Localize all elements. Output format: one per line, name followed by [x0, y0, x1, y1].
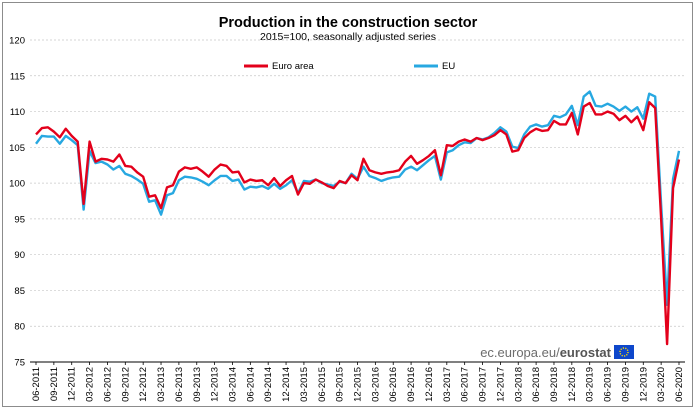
x-tick-label: 03-2020 [656, 367, 667, 402]
legend: Euro area EU [244, 61, 455, 72]
y-tick-label: 115 [10, 71, 25, 82]
grid [30, 39, 685, 363]
x-tick-label: 12-2015 [353, 367, 364, 402]
series-line-euro-area [35, 101, 681, 346]
x-tick-label: 12-2016 [424, 367, 435, 402]
x-tick-label: 03-2016 [370, 367, 381, 402]
x-tick-label: 03-2012 [85, 367, 96, 402]
y-axis-ticks: 75 80 85 90 95 100 105 110 115 120 [9, 36, 25, 369]
x-tick-label: 06-2016 [388, 367, 399, 402]
x-tick-label: 06-2012 [102, 367, 113, 402]
source-text: ec.europa.eu/eurostat [480, 345, 611, 360]
x-tick-label: 06-2019 [603, 367, 614, 402]
series-lines [35, 90, 681, 346]
x-tick-label: 06-2015 [317, 367, 328, 402]
y-tick-label: 110 [10, 107, 25, 118]
x-tick-label: 12-2011 [67, 367, 78, 401]
x-tick-label: 03-2013 [156, 367, 167, 402]
x-tick-label: 03-2018 [513, 367, 524, 402]
x-tick-label: 06-2014 [245, 367, 256, 402]
x-tick-label: 06-2013 [174, 367, 185, 402]
x-tick-label: 09-2018 [549, 367, 560, 402]
legend-label-eu: EU [442, 61, 455, 72]
x-tick-label: 12-2018 [567, 367, 578, 402]
x-tick-label: 03-2017 [442, 367, 453, 402]
x-tick-label: 12-2019 [638, 367, 649, 402]
source-prefix: ec.europa.eu/ [480, 345, 560, 360]
x-tick-label: 06-2017 [460, 367, 471, 402]
series-line-eu [35, 90, 681, 306]
y-tick-label: 95 [14, 214, 25, 225]
y-tick-label: 100 [9, 179, 25, 190]
x-tick-label: 09-2011 [49, 367, 60, 401]
x-tick-label: 09-2014 [263, 367, 274, 402]
x-tick-label: 09-2019 [620, 367, 631, 402]
y-tick-label: 105 [9, 143, 25, 154]
chart-title: Production in the construction sector [219, 15, 478, 31]
x-tick-label: 03-2015 [299, 367, 310, 402]
x-tick-label: 03-2014 [227, 367, 238, 402]
source-credit: ec.europa.eu/eurostat [480, 345, 634, 360]
chart-subtitle: 2015=100, seasonally adjusted series [260, 31, 436, 43]
legend-label-euro-area: Euro area [272, 61, 314, 72]
source-brand: eurostat [560, 345, 612, 360]
x-tick-label: 09-2015 [335, 367, 346, 402]
y-tick-label: 85 [14, 286, 25, 297]
chart-frame [2, 2, 693, 407]
x-tick-label: 09-2017 [478, 367, 489, 402]
x-axis-ticks: 06-2011 09-2011 12-2011 03-2012 06-2012 09-20… [31, 362, 685, 402]
x-tick-label: 03-2019 [585, 367, 596, 402]
x-tick-label: 06-2020 [674, 367, 685, 402]
y-tick-label: 80 [14, 322, 25, 333]
x-tick-label: 12-2013 [210, 367, 221, 402]
x-tick-label: 12-2017 [495, 367, 506, 402]
x-tick-label: 06-2018 [531, 367, 542, 402]
x-tick-label: 09-2016 [406, 367, 417, 402]
eu-flag-icon [614, 345, 634, 359]
x-tick-label: 09-2013 [192, 367, 203, 402]
x-tick-label: 06-2011 [31, 367, 42, 401]
y-tick-label: 120 [9, 36, 25, 47]
x-tick-label: 12-2012 [138, 367, 149, 402]
x-tick-label: 12-2014 [281, 367, 292, 402]
y-tick-label: 90 [14, 250, 25, 261]
y-tick-label: 75 [14, 358, 25, 369]
x-tick-label: 09-2012 [120, 367, 131, 402]
